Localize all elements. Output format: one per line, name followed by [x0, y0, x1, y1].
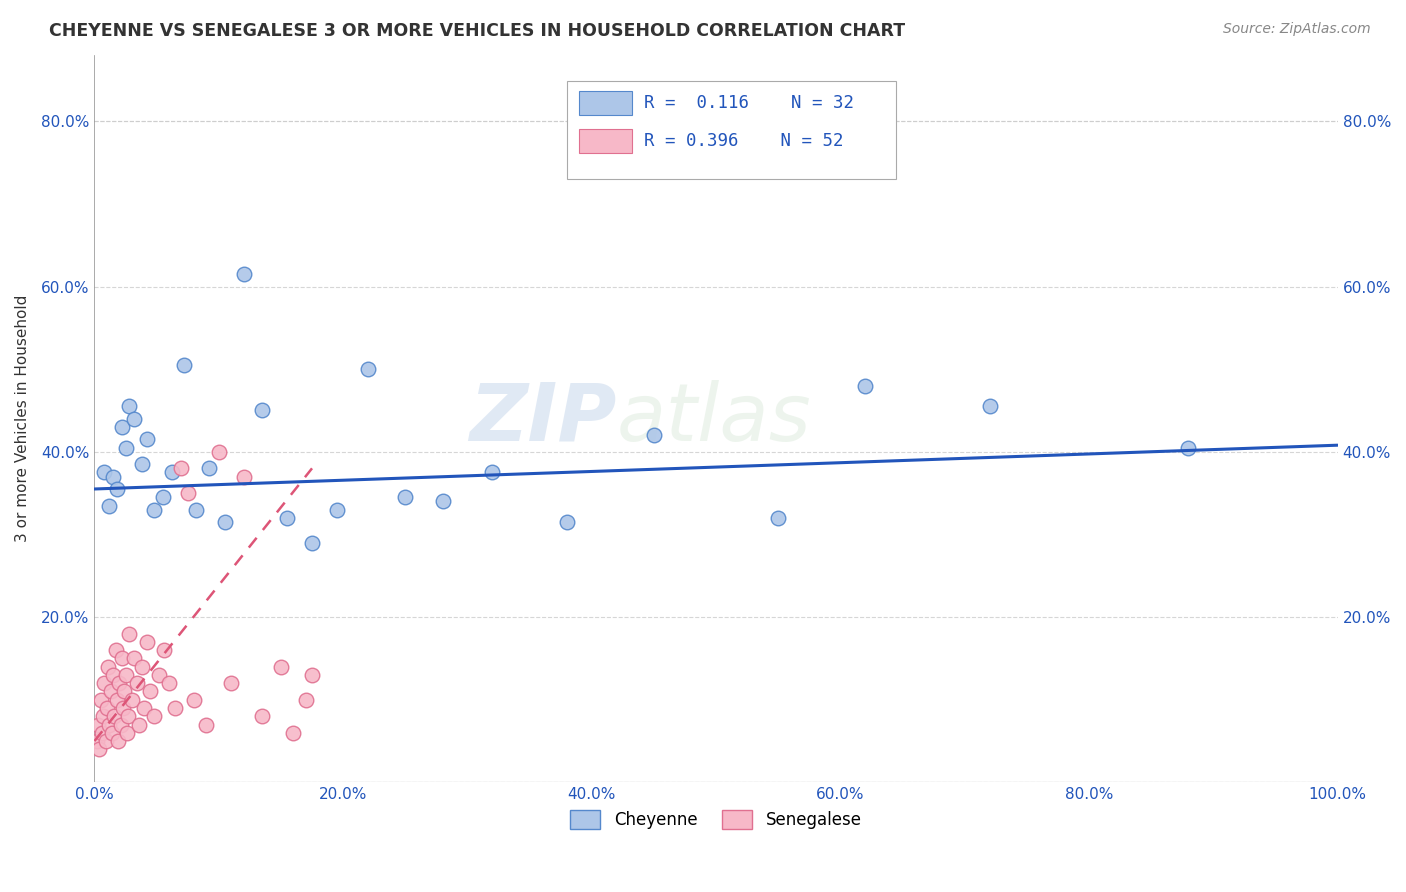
Point: [93, 676, 115, 690]
Point: [105, 692, 128, 706]
Point: [114, 441, 136, 455]
Point: [131, 457, 153, 471]
Point: [111, 651, 134, 665]
Point: [157, 676, 180, 690]
Text: atlas: atlas: [617, 380, 811, 458]
Bar: [579, 91, 631, 115]
Point: [481, 466, 503, 480]
Point: [148, 668, 170, 682]
Point: [115, 725, 138, 739]
Point: [1177, 441, 1199, 455]
Point: [177, 486, 200, 500]
Point: [555, 515, 578, 529]
Point: [131, 659, 153, 673]
Point: [198, 461, 221, 475]
Point: [173, 358, 195, 372]
Point: [432, 494, 454, 508]
Point: [112, 701, 135, 715]
Point: [766, 511, 789, 525]
Point: [100, 684, 122, 698]
Point: [301, 668, 323, 682]
Point: [121, 692, 143, 706]
Point: [276, 511, 298, 525]
Text: R = 0.396    N = 52: R = 0.396 N = 52: [644, 132, 844, 150]
Point: [143, 502, 166, 516]
Point: [128, 717, 150, 731]
Point: [283, 725, 305, 739]
Point: [107, 734, 129, 748]
Point: [101, 469, 124, 483]
Point: [110, 717, 132, 731]
Point: [357, 362, 380, 376]
Point: [186, 502, 208, 516]
Point: [87, 717, 110, 731]
Point: [219, 676, 242, 690]
Point: [232, 267, 254, 281]
Point: [165, 701, 187, 715]
Point: [93, 466, 115, 480]
Legend: Cheyenne, Senegalese: Cheyenne, Senegalese: [564, 804, 869, 836]
Point: [152, 490, 174, 504]
Point: [98, 717, 121, 731]
Point: [114, 668, 136, 682]
Point: [97, 659, 120, 673]
Point: [232, 469, 254, 483]
Point: [208, 445, 231, 459]
Point: [112, 684, 135, 698]
Point: [125, 676, 148, 690]
Point: [295, 692, 318, 706]
Point: [252, 709, 274, 723]
Point: [91, 709, 114, 723]
Point: [111, 420, 134, 434]
Point: [86, 734, 108, 748]
Point: [105, 482, 128, 496]
Point: [153, 643, 176, 657]
Point: [183, 692, 205, 706]
Point: [134, 701, 156, 715]
Point: [195, 717, 218, 731]
Bar: [579, 128, 631, 153]
Point: [89, 742, 111, 756]
Y-axis label: 3 or more Vehicles in Household: 3 or more Vehicles in Household: [15, 295, 30, 542]
Point: [394, 490, 416, 504]
FancyBboxPatch shape: [567, 80, 896, 178]
Point: [122, 411, 145, 425]
Point: [101, 725, 124, 739]
Point: [90, 692, 112, 706]
Point: [643, 428, 665, 442]
Point: [118, 626, 141, 640]
Point: [122, 651, 145, 665]
Text: ZIP: ZIP: [470, 380, 617, 458]
Point: [101, 668, 124, 682]
Point: [135, 635, 157, 649]
Point: [170, 461, 193, 475]
Point: [117, 709, 139, 723]
Point: [96, 701, 118, 715]
Point: [98, 499, 121, 513]
Point: [104, 643, 127, 657]
Point: [214, 515, 236, 529]
Text: R =  0.116    N = 32: R = 0.116 N = 32: [644, 95, 853, 112]
Point: [979, 400, 1001, 414]
Point: [252, 403, 274, 417]
Point: [94, 734, 117, 748]
Point: [90, 725, 112, 739]
Point: [139, 684, 162, 698]
Point: [118, 400, 141, 414]
Point: [270, 659, 292, 673]
Point: [160, 466, 183, 480]
Point: [143, 709, 166, 723]
Point: [326, 502, 349, 516]
Point: [853, 378, 876, 392]
Text: Source: ZipAtlas.com: Source: ZipAtlas.com: [1223, 22, 1371, 37]
Point: [135, 433, 157, 447]
Point: [103, 709, 125, 723]
Point: [301, 535, 323, 549]
Point: [108, 676, 131, 690]
Text: CHEYENNE VS SENEGALESE 3 OR MORE VEHICLES IN HOUSEHOLD CORRELATION CHART: CHEYENNE VS SENEGALESE 3 OR MORE VEHICLE…: [49, 22, 905, 40]
